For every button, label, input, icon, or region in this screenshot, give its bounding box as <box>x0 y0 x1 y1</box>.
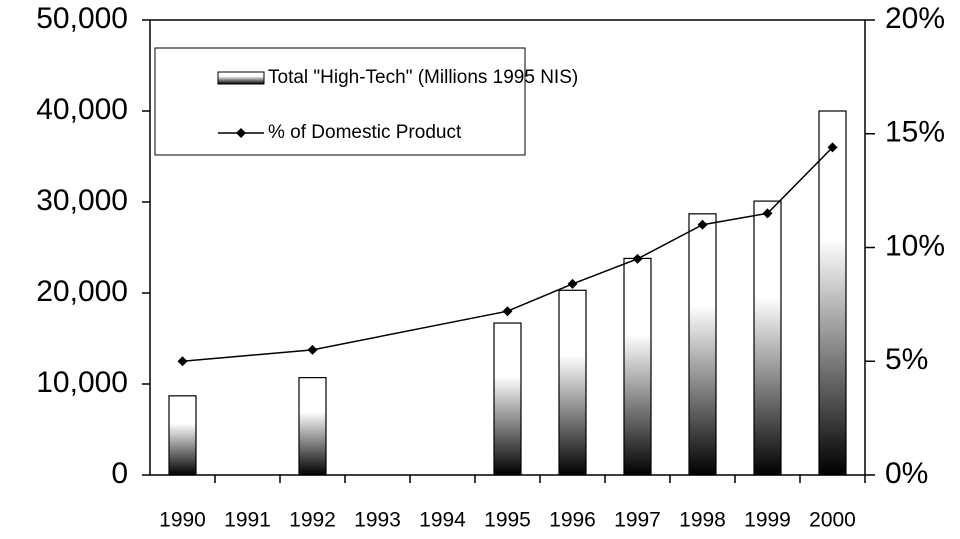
marker <box>632 253 643 264</box>
legend-label: % of Domestic Product <box>268 122 462 143</box>
y-tick-label: 30,000 <box>36 184 128 217</box>
y2-tick-label: 5% <box>885 343 928 376</box>
bar <box>558 289 587 476</box>
x-tick-label: 1999 <box>744 509 791 532</box>
y-tick-label: 10,000 <box>36 366 128 399</box>
bar <box>818 110 847 476</box>
y-tick-label: 40,000 <box>36 93 128 126</box>
marker <box>502 306 513 317</box>
y2-tick-label: 10% <box>885 229 945 262</box>
x-tick-label: 1997 <box>614 509 661 532</box>
marker <box>567 278 578 289</box>
y2-tick-label: 20% <box>885 2 945 35</box>
marker <box>697 219 708 230</box>
x-tick-label: 1991 <box>224 509 271 532</box>
marker <box>762 208 773 219</box>
x-tick-label: 2000 <box>809 509 856 532</box>
bar <box>753 200 782 476</box>
bar <box>168 395 197 476</box>
x-tick-label: 1995 <box>484 509 531 532</box>
x-tick-label: 1994 <box>419 509 466 532</box>
legend-label: Total "High-Tech" (Millions 1995 NIS) <box>268 67 578 88</box>
y-tick-label: 50,000 <box>36 2 128 35</box>
legend-swatch <box>217 71 265 85</box>
bar <box>298 377 327 476</box>
legend-marker <box>236 128 246 138</box>
y2-tick-label: 15% <box>885 116 945 149</box>
y-tick-label: 20,000 <box>36 275 128 308</box>
y2-tick-label: 0% <box>885 457 928 490</box>
marker <box>177 356 188 367</box>
bar <box>493 322 522 476</box>
x-tick-label: 1993 <box>354 509 401 532</box>
marker <box>307 344 318 355</box>
x-tick-label: 1998 <box>679 509 726 532</box>
x-tick-label: 1992 <box>289 509 336 532</box>
legend-box <box>154 47 526 156</box>
line <box>182 146 834 362</box>
y-tick-label: 0 <box>111 457 128 490</box>
bar <box>623 257 652 476</box>
marker <box>827 142 838 153</box>
x-tick-label: 1996 <box>549 509 596 532</box>
bar <box>688 213 717 476</box>
x-tick-label: 1990 <box>159 509 206 532</box>
